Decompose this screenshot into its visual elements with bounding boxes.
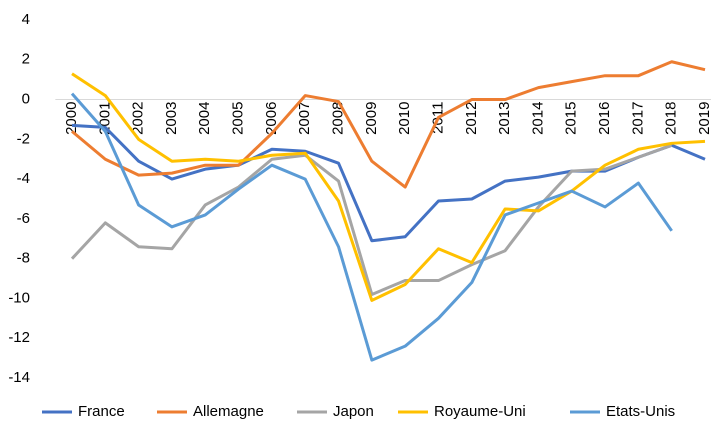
x-tick-label: 2005 xyxy=(230,102,247,135)
series-line xyxy=(71,72,706,302)
legend-label: Allemagne xyxy=(193,403,264,420)
x-tick-label: 2018 xyxy=(663,102,680,135)
x-tick-label: 2000 xyxy=(63,102,80,135)
x-tick-label: 2008 xyxy=(329,102,346,135)
x-tick-label: 2003 xyxy=(163,102,180,135)
y-tick-label: -8 xyxy=(17,250,30,267)
y-tick-label: -10 xyxy=(8,289,30,306)
legend-label: France xyxy=(78,403,125,420)
legend-label: Japon xyxy=(333,403,374,420)
y-tick-label: 4 xyxy=(22,11,30,28)
x-tick-label: 2019 xyxy=(696,102,713,135)
x-tick-label: 2009 xyxy=(363,102,380,135)
x-tick-label: 2014 xyxy=(529,102,546,135)
y-tick-label: -12 xyxy=(8,329,30,346)
series-line xyxy=(70,92,673,362)
x-tick-label: 2017 xyxy=(629,102,646,135)
x-tick-label: 2007 xyxy=(296,102,313,135)
y-tick-label: 2 xyxy=(22,51,30,68)
x-tick-label: 2015 xyxy=(563,102,580,135)
y-tick-label: -6 xyxy=(17,210,30,227)
series-line xyxy=(71,60,706,189)
x-tick-label: 2006 xyxy=(263,102,280,135)
x-tick-label: 2002 xyxy=(130,102,147,135)
x-tick-label: 2010 xyxy=(396,102,413,135)
x-tick-label: 2012 xyxy=(463,102,480,135)
series-line xyxy=(70,143,673,296)
y-tick-label: 0 xyxy=(22,91,30,108)
x-tick-label: 2016 xyxy=(596,102,613,135)
legend-label: Royaume-Uni xyxy=(434,403,526,420)
y-tick-label: -2 xyxy=(17,130,30,147)
x-tick-label: 2013 xyxy=(496,102,513,135)
y-tick-label: -14 xyxy=(8,369,30,386)
y-tick-label: -4 xyxy=(17,170,30,187)
x-tick-label: 2004 xyxy=(196,102,213,135)
legend-label: Etats-Unis xyxy=(606,403,675,420)
